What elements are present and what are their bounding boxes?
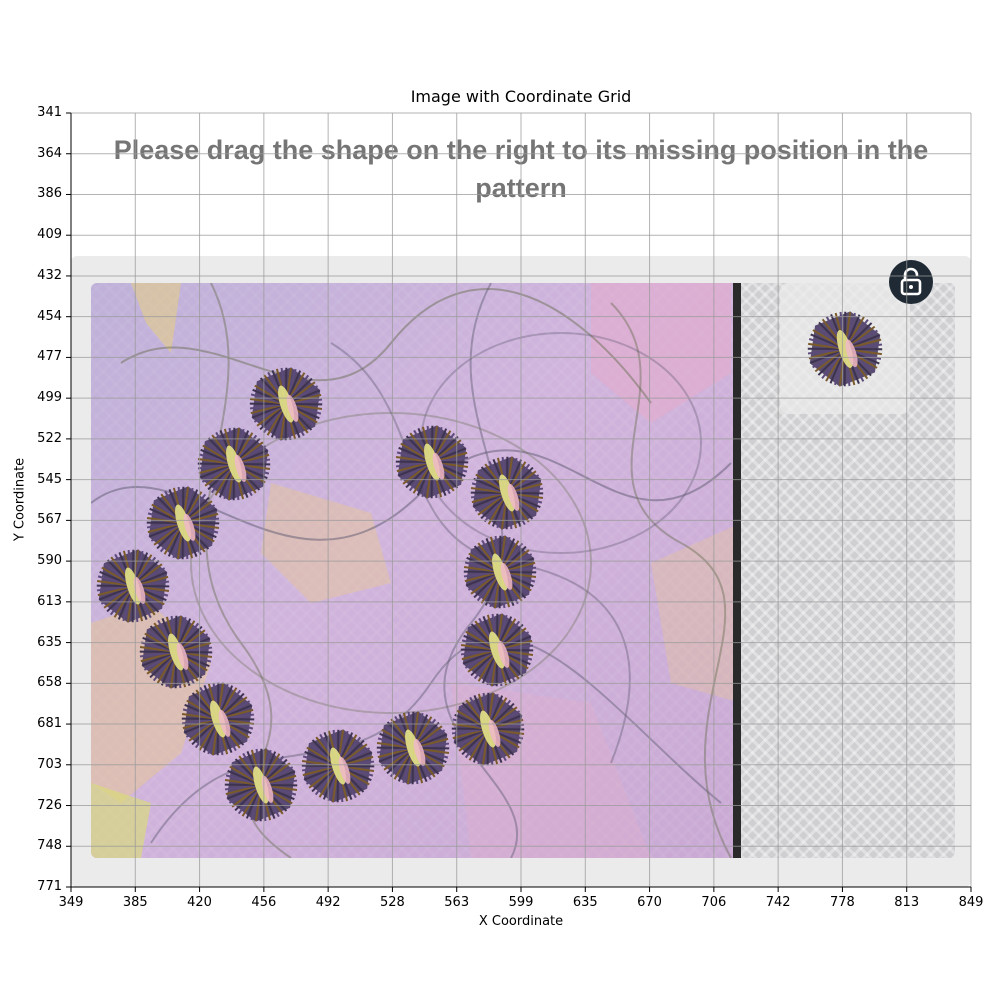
y-tick-label: 364 (37, 145, 62, 161)
y-tick-label: 771 (37, 879, 62, 894)
x-tick-label: 706 (701, 895, 727, 910)
x-tick-label: 420 (187, 895, 212, 910)
x-axis-label: X Coordinate (478, 914, 564, 929)
x-tick-label: 563 (444, 895, 470, 910)
tray-divider (733, 283, 741, 858)
y-tick-label: 522 (37, 430, 62, 446)
x-tick-label: 456 (251, 895, 277, 910)
x-tick-label: 635 (572, 895, 598, 910)
y-tick-label: 748 (37, 838, 62, 854)
x-tick-label: 349 (58, 895, 84, 910)
y-tick-label: 613 (37, 593, 62, 609)
y-tick-label: 590 (37, 553, 62, 569)
x-tick-label: 599 (508, 895, 534, 910)
x-tick-label: 778 (830, 895, 855, 910)
y-tick-label: 726 (37, 797, 62, 813)
y-tick-label: 432 (37, 267, 62, 283)
y-tick-label: 545 (37, 471, 62, 487)
y-tick-label: 499 (37, 390, 62, 406)
y-tick-label: 658 (37, 675, 62, 691)
x-tick-label: 849 (958, 895, 984, 910)
x-tick-label: 492 (315, 895, 341, 910)
puzzle-canvas (91, 283, 955, 858)
piece-tray (741, 283, 955, 858)
y-axis-label: Y Coordinate (12, 457, 28, 542)
y-tick-label: 635 (37, 634, 62, 650)
lock-button[interactable] (889, 260, 933, 304)
y-tick-label: 341 (37, 105, 62, 120)
y-tick-label: 703 (37, 756, 62, 772)
unlock-icon (900, 267, 922, 296)
x-tick-label: 742 (765, 895, 791, 910)
y-tick-label: 477 (37, 349, 62, 365)
chart-title: Image with Coordinate Grid (410, 87, 632, 106)
y-tick-label: 386 (37, 186, 62, 202)
x-tick-label: 813 (894, 895, 920, 910)
y-tick-label: 454 (37, 308, 62, 324)
plot-area: Please drag the shape on the right to it… (71, 113, 971, 887)
y-tick-label: 681 (37, 716, 62, 732)
captcha-instruction: Please drag the shape on the right to it… (113, 135, 929, 203)
x-tick-label: 528 (380, 895, 405, 910)
x-tick-label: 670 (637, 895, 662, 910)
x-tick-label: 385 (122, 895, 148, 910)
y-tick-label: 567 (37, 512, 62, 528)
y-tick-label: 409 (37, 227, 62, 243)
